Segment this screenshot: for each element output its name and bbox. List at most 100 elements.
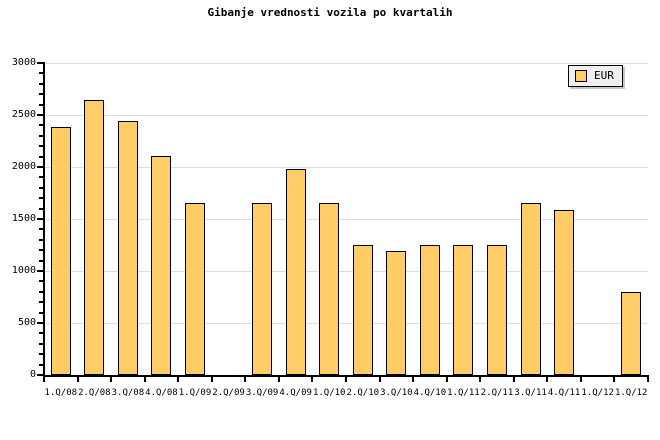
- bar[interactable]: [419, 245, 440, 375]
- y-tick-minor: [39, 301, 44, 304]
- x-tick: [177, 375, 180, 382]
- gridline: [44, 115, 648, 116]
- x-tick-label: 4.Q/09: [279, 388, 312, 398]
- x-tick-label: 3.Q/11: [514, 388, 547, 398]
- x-tick: [277, 375, 280, 382]
- x-tick: [579, 375, 582, 382]
- bar[interactable]: [84, 100, 105, 375]
- y-tick-label: 500: [17, 317, 36, 328]
- y-tick-minor: [39, 176, 44, 179]
- y-tick-minor: [39, 145, 44, 148]
- x-tick: [378, 375, 381, 382]
- y-tick-minor: [39, 238, 44, 241]
- bar[interactable]: [621, 292, 642, 375]
- gridline: [44, 167, 648, 168]
- y-tick-major: [37, 374, 44, 376]
- x-tick-label: 1.Q/10: [312, 388, 346, 398]
- y-tick-minor: [39, 103, 44, 106]
- x-tick-label: 2.Q/10: [346, 388, 380, 398]
- x-tick-label: 2.Q/09: [212, 388, 245, 398]
- chart-legend[interactable]: EUR: [568, 65, 623, 87]
- bar[interactable]: [50, 127, 71, 375]
- y-axis-line: [43, 62, 45, 377]
- y-tick-minor: [39, 134, 44, 137]
- x-tick-label: 3.Q/08: [111, 388, 145, 398]
- y-tick-label: 0: [29, 369, 36, 380]
- gridline: [44, 63, 648, 64]
- x-tick: [512, 375, 515, 382]
- bar[interactable]: [252, 202, 273, 375]
- y-tick-major: [37, 218, 44, 220]
- y-tick-label: 3000: [11, 57, 36, 68]
- x-tick: [445, 375, 448, 382]
- x-tick-label: 4.Q/10: [413, 388, 447, 398]
- y-tick-minor: [39, 93, 44, 96]
- y-tick-minor: [39, 124, 44, 127]
- y-tick-minor: [39, 342, 44, 345]
- x-tick: [311, 375, 314, 382]
- x-tick: [76, 375, 79, 382]
- x-tick-label: 1.Q/09: [178, 388, 212, 398]
- y-tick-major: [37, 114, 44, 116]
- x-tick-label: 4.Q/08: [145, 388, 178, 398]
- y-tick-major: [37, 322, 44, 324]
- y-tick-minor: [39, 311, 44, 314]
- bar[interactable]: [520, 202, 541, 375]
- bar[interactable]: [487, 245, 507, 375]
- x-tick-label: 4.Q/11: [547, 388, 581, 398]
- y-tick-major: [37, 270, 44, 272]
- y-tick-minor: [39, 332, 44, 335]
- x-tick: [412, 375, 415, 382]
- x-tick-label: 1.Q/12: [614, 388, 648, 398]
- x-tick: [345, 375, 347, 382]
- bar[interactable]: [185, 202, 205, 375]
- bar[interactable]: [285, 169, 306, 375]
- x-tick-label: 3.Q/10: [380, 388, 413, 398]
- x-tick-label: 1.Q/12: [581, 388, 614, 398]
- y-tick-minor: [39, 353, 44, 356]
- bar[interactable]: [319, 202, 340, 375]
- x-tick: [546, 375, 549, 382]
- y-tick-minor: [39, 82, 44, 85]
- bar[interactable]: [386, 251, 407, 375]
- plot-area: [44, 63, 648, 375]
- y-tick-minor: [39, 72, 44, 75]
- bar[interactable]: [151, 155, 172, 375]
- y-tick-label: 1000: [11, 265, 36, 276]
- x-tick-label: 2.Q/08: [78, 388, 111, 398]
- x-tick: [143, 375, 146, 382]
- gridline: [44, 271, 648, 272]
- y-tick-label: 2500: [11, 109, 36, 120]
- bar[interactable]: [554, 209, 575, 375]
- gridline: [44, 219, 648, 220]
- x-tick: [210, 375, 213, 382]
- bar[interactable]: [453, 245, 474, 375]
- x-tick: [479, 375, 482, 382]
- y-tick-minor: [39, 259, 44, 262]
- y-tick-minor: [39, 228, 44, 231]
- x-tick-label: 1.Q/08: [44, 388, 78, 398]
- y-tick-major: [37, 62, 44, 64]
- x-tick: [647, 375, 649, 382]
- y-tick-minor: [39, 280, 44, 283]
- x-tick: [43, 375, 45, 382]
- x-tick-label: 3.Q/09: [245, 388, 279, 398]
- y-tick-label: 2000: [11, 161, 36, 172]
- y-tick-minor: [39, 186, 44, 189]
- y-tick-major: [37, 166, 44, 168]
- chart-title: Gibanje vrednosti vozila po kvartalih: [207, 6, 453, 19]
- x-tick: [613, 375, 616, 382]
- y-tick-minor: [39, 363, 44, 366]
- x-tick: [110, 375, 113, 382]
- x-tick-label: 2.Q/11: [480, 388, 514, 398]
- y-tick-minor: [39, 197, 44, 200]
- bar[interactable]: [117, 120, 138, 375]
- y-tick-minor: [39, 155, 44, 158]
- legend-swatch-eur: [575, 70, 587, 82]
- y-axis-labels: 0 500 1000 1500 2000 2500 3000: [0, 0, 36, 440]
- gridline: [44, 323, 648, 324]
- y-tick-minor: [39, 290, 44, 293]
- bar[interactable]: [352, 245, 373, 375]
- legend-label-eur: EUR: [594, 69, 614, 82]
